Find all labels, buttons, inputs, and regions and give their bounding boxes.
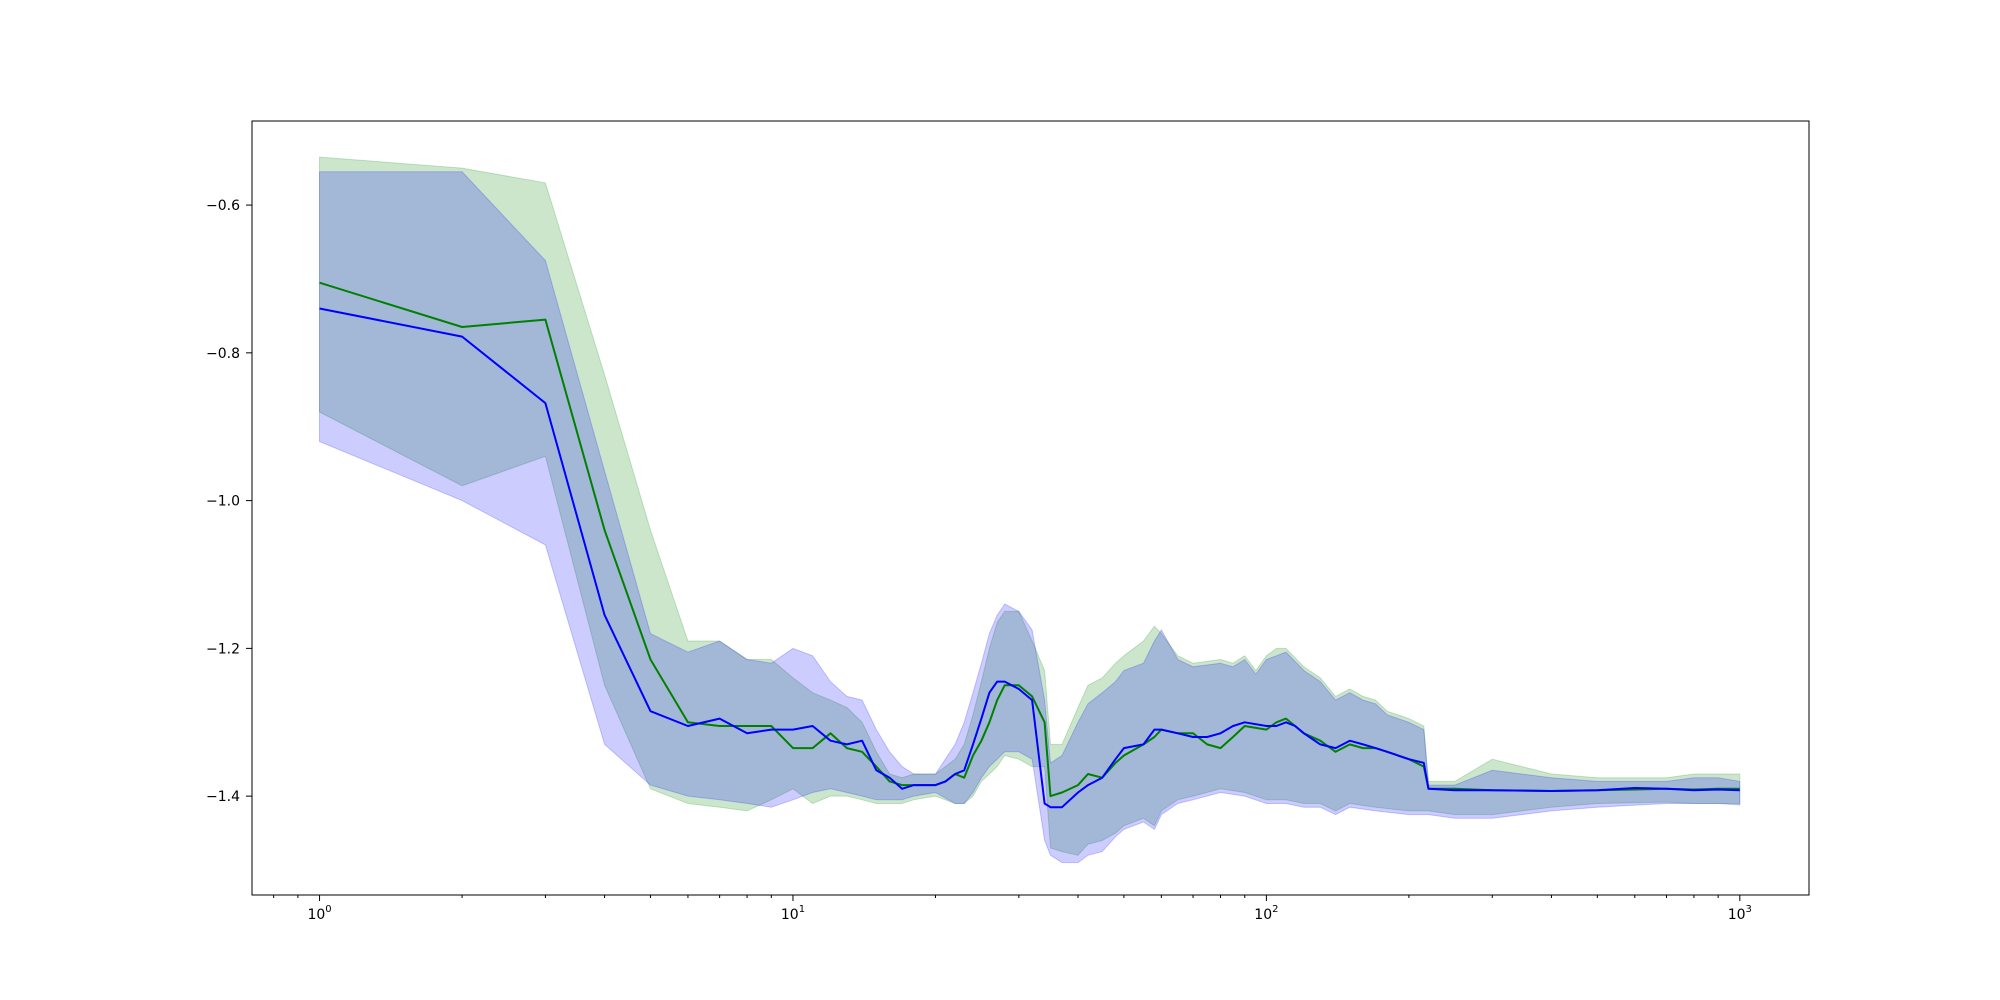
series-1-band [319, 156, 1741, 856]
x-tick-label: 100 [307, 904, 331, 923]
y-tick-label: −0.6 [206, 198, 240, 214]
x-tick-label: 103 [1728, 904, 1752, 923]
y-tick-label: −1.2 [206, 641, 240, 657]
plot-background [252, 121, 1809, 895]
y-tick-label: −1.0 [206, 494, 240, 510]
x-axis: 100 101 102 103 [273, 895, 1752, 923]
series-2-line [319, 307, 1740, 809]
y-tick-label: −1.4 [206, 789, 240, 805]
confidence-bands [319, 156, 1741, 864]
series-lines [319, 281, 1740, 809]
y-axis: −0.6 −0.8 −1.0 −1.2 −1.4 [206, 198, 252, 805]
plot-frame [251, 120, 1810, 896]
series-2-band [319, 171, 1741, 864]
x-tick-label: 101 [781, 904, 805, 923]
y-tick-label: −0.8 [206, 346, 240, 362]
x-tick-label: 102 [1254, 904, 1278, 923]
